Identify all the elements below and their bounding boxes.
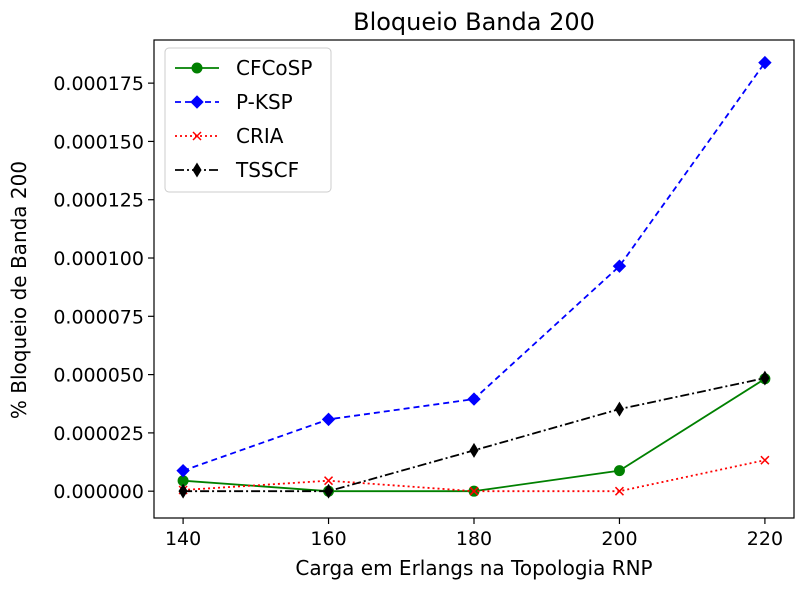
legend: CFCoSP P-KSP CRIA TSSCF [164, 47, 332, 193]
data-point-p-ksp [612, 259, 627, 273]
data-point-p-ksp [467, 392, 481, 406]
legend-marker [191, 62, 203, 74]
y-tick-label: 0.000100 [53, 248, 144, 270]
x-tick-label: 180 [456, 528, 492, 550]
data-point-cria [469, 486, 479, 496]
data-point-p-ksp [758, 55, 772, 70]
y-axis-label: % Bloqueio de Banda 200 [7, 161, 31, 419]
ticks-layer: 140 160 180 200 220 0.000000 0.000025 0.000050 0… [53, 73, 783, 550]
data-point-cria [324, 476, 334, 486]
y-tick-label: 0.000175 [53, 73, 144, 95]
x-tick-label: 140 [165, 528, 201, 550]
legend-label: CRIA [236, 124, 284, 148]
y-tick-label: 0.000050 [53, 365, 144, 387]
data-point-tsscf [614, 401, 625, 417]
legend-marker [190, 95, 204, 109]
legend-label: TSSCF [235, 158, 299, 182]
x-tick-label: 200 [601, 528, 637, 550]
data-point-tsscf [323, 483, 334, 499]
legend-marker [192, 162, 202, 178]
y-tick-label: 0.000150 [53, 131, 144, 153]
data-point-cria [614, 486, 624, 496]
y-tick-label: 0.000025 [53, 423, 144, 445]
data-point-cria [760, 455, 770, 465]
y-tick-label: 0.000000 [53, 481, 144, 503]
legend-box [164, 47, 332, 193]
data-point-tsscf [760, 370, 770, 386]
x-tick-label: 220 [747, 528, 783, 550]
data-point-tsscf [469, 442, 479, 458]
y-tick-label: 0.000075 [53, 306, 144, 328]
chart-title: Bloqueio Banda 200 [353, 8, 595, 36]
legend-label: CFCoSP [236, 56, 312, 80]
legend-marker [192, 131, 202, 141]
data-point-cfcosp [613, 465, 625, 477]
plot-frame [153, 39, 795, 519]
y-tick-label: 0.000125 [53, 190, 144, 212]
series-layer [176, 55, 772, 499]
x-axis-label: Carga em Erlangs na Topologia RNP [295, 556, 652, 580]
data-point-p-ksp [176, 463, 190, 478]
x-tick-label: 160 [310, 528, 346, 550]
data-point-tsscf [178, 483, 188, 499]
data-point-p-ksp [321, 412, 336, 427]
legend-label: P-KSP [236, 90, 293, 114]
